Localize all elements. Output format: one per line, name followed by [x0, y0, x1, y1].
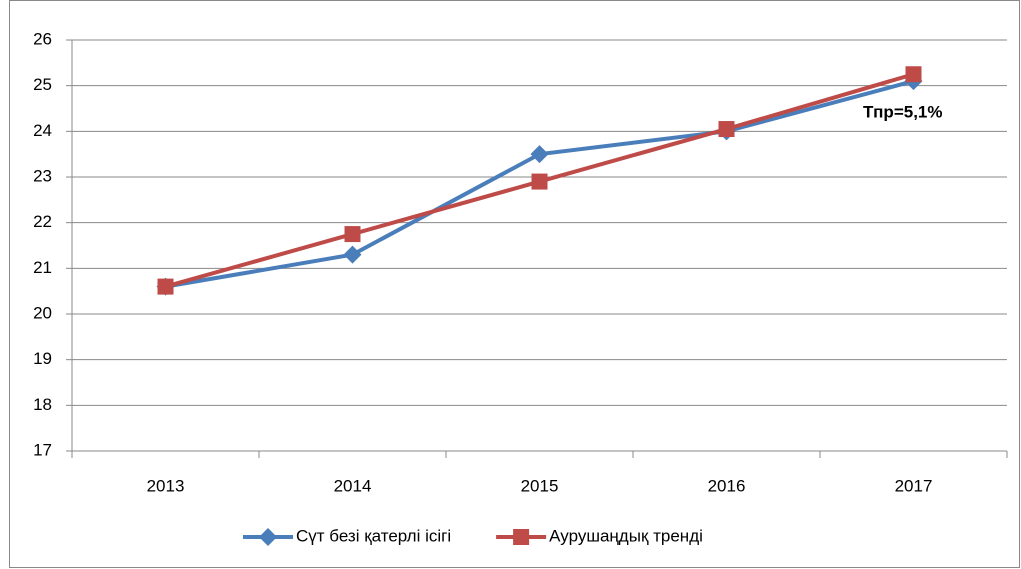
y-tick-label: 24	[33, 121, 52, 140]
x-tick-label: 2016	[708, 476, 746, 495]
y-tick-label: 19	[33, 349, 52, 368]
y-tick-label: 20	[33, 303, 52, 322]
annotation: Тпр=5,1%	[863, 102, 943, 121]
y-tick-label: 22	[33, 212, 52, 231]
marker	[718, 121, 735, 138]
y-tick-label: 23	[33, 166, 52, 185]
legend-label: Сүт безі қатерлі ісігі	[296, 526, 451, 545]
y-tick-label: 26	[33, 29, 52, 48]
x-tick-label: 2015	[521, 476, 559, 495]
marker	[513, 529, 530, 545]
y-tick-label: 25	[33, 75, 52, 94]
marker	[157, 278, 174, 295]
marker	[531, 173, 548, 190]
x-tick-label: 2013	[147, 476, 185, 495]
marker	[344, 226, 361, 243]
marker	[259, 528, 277, 546]
legend-label: Аурушаңдық тренді	[549, 526, 703, 545]
x-tick-label: 2014	[334, 476, 372, 495]
marker	[343, 245, 362, 264]
y-tick-label: 18	[33, 395, 52, 414]
y-tick-label: 21	[33, 258, 52, 277]
x-tick-label: 2017	[895, 476, 933, 495]
marker	[530, 145, 549, 164]
marker	[905, 66, 922, 83]
y-tick-label: 17	[33, 440, 52, 459]
